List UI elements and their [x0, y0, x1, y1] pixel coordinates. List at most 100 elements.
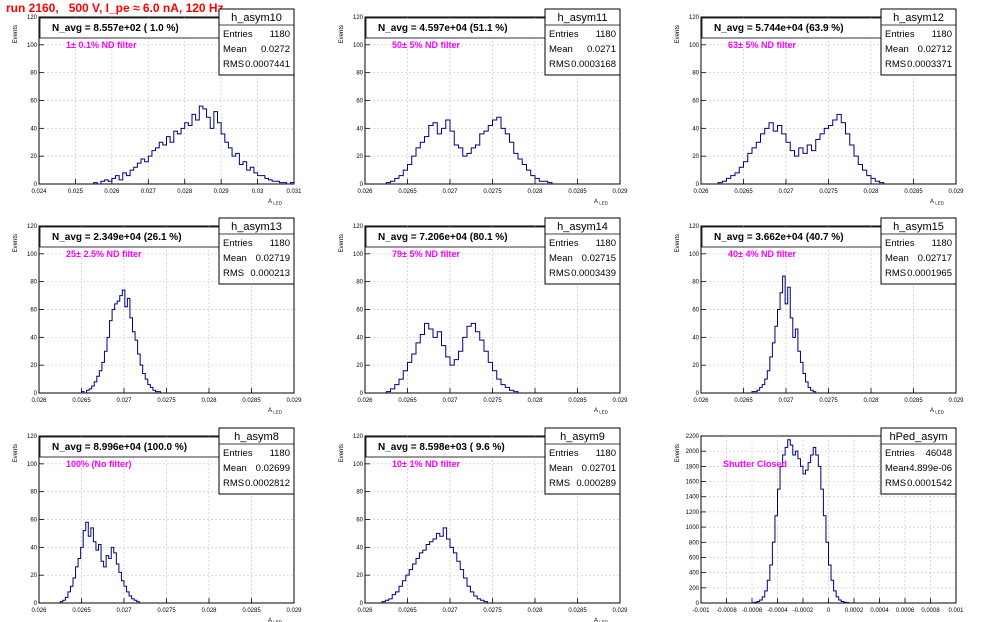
stats-value: 1180 [596, 29, 616, 40]
stats-value: 1180 [596, 238, 616, 249]
y-tick-label: 800 [689, 540, 700, 546]
stats-label: Mean [549, 253, 573, 264]
x-tick-label: 0.024 [31, 189, 47, 195]
y-tick-label: 100 [27, 462, 38, 468]
y-tick-label: 0 [696, 182, 700, 188]
y-tick-label: 0 [360, 391, 364, 397]
x-tick-label: 0.027 [116, 398, 132, 404]
x-tick-label: 0.029 [286, 608, 302, 614]
x-tick-label: 0.0285 [242, 608, 261, 614]
y-tick-label: 20 [30, 363, 37, 369]
histogram-name: h_asym10 [231, 12, 282, 24]
x-tick-label: 0.026 [31, 398, 47, 404]
y-tick-label: 20 [692, 154, 699, 160]
x-tick-label: 0.0004 [870, 608, 889, 614]
y-axis-label: Events [13, 25, 19, 43]
x-tick-label: -0.0002 [793, 608, 814, 614]
x-tick-label: 0.026 [357, 398, 373, 404]
stats-label: RMS [549, 59, 570, 70]
x-axis-label: A LED [594, 408, 609, 415]
y-tick-label: 40 [356, 335, 363, 341]
stats-label: RMS [223, 59, 244, 70]
x-tick-label: 0.028 [863, 189, 879, 195]
histogram-panel: 0.026 0.0265 0.027 0.0275 0.028 0.0285 0.029 0 2… [13, 427, 302, 622]
filter-annotation: 100% (No filter) [66, 459, 132, 469]
stats-box [544, 217, 621, 285]
x-tick-label: 0.0275 [819, 398, 838, 404]
stats-value: 0.02719 [256, 253, 290, 264]
stats-label: RMS [885, 59, 906, 70]
y-tick-label: 2200 [686, 434, 700, 440]
x-tick-label: 0.027 [442, 189, 458, 195]
y-tick-label: 120 [353, 434, 364, 440]
y-tick-label: 20 [356, 573, 363, 579]
y-tick-label: 100 [353, 43, 364, 49]
y-tick-label: 0 [34, 601, 38, 607]
stats-value: 0.0272 [261, 44, 290, 55]
stats-value: 0.02701 [582, 463, 616, 474]
x-tick-label: 0.0002 [845, 608, 864, 614]
x-tick-label: -0.0006 [742, 608, 763, 614]
x-tick-label: 0.027 [116, 608, 132, 614]
stats-value: 1180 [932, 238, 952, 249]
stats-value: 0.0003168 [571, 59, 616, 70]
stats-label: Mean [223, 253, 247, 264]
x-tick-label: 0.0285 [904, 398, 923, 404]
x-tick-label: 0.028 [177, 189, 193, 195]
x-tick-label: 0.001 [948, 608, 964, 614]
histogram-panel: 0.026 0.0265 0.027 0.0275 0.028 0.0285 0.029 0 2… [339, 217, 628, 415]
stats-value: 0.000213 [250, 268, 290, 279]
histogram-panel: 0.026 0.0265 0.027 0.0275 0.028 0.0285 0.029 0 2… [675, 217, 964, 415]
histogram-series [59, 521, 140, 603]
stats-value: 1180 [270, 29, 290, 40]
x-tick-label: 0.0285 [568, 608, 587, 614]
stats-label: RMS [549, 268, 570, 279]
x-tick-label: 0.029 [286, 398, 302, 404]
y-tick-label: 1200 [686, 510, 700, 516]
stats-label: Entries [223, 238, 253, 249]
stats-label: Entries [549, 29, 579, 40]
x-tick-label: 0.026 [31, 608, 47, 614]
stats-value: 0.0003371 [907, 59, 952, 70]
filter-annotation: 40± 4% ND filter [728, 249, 796, 259]
stats-label: RMS [223, 478, 244, 489]
x-tick-label: 0.029 [948, 189, 964, 195]
stats-value: 0.02699 [256, 463, 290, 474]
y-tick-label: 0 [34, 391, 38, 397]
filter-annotation: 63± 5% ND filter [728, 40, 796, 50]
x-tick-label: 0.0275 [157, 608, 176, 614]
y-tick-label: 20 [692, 363, 699, 369]
x-tick-label: 0.0275 [483, 398, 502, 404]
y-axis-label: Events [675, 25, 681, 43]
y-tick-label: 60 [356, 518, 363, 524]
y-tick-label: 80 [356, 280, 363, 286]
y-tick-label: 120 [27, 434, 38, 440]
filter-annotation: 79± 5% ND filter [392, 249, 460, 259]
x-tick-label: 0.026 [357, 608, 373, 614]
x-tick-label: 0.028 [863, 398, 879, 404]
stats-value: 46048 [926, 448, 952, 459]
x-tick-label: 0.0265 [734, 398, 753, 404]
stats-label: Entries [223, 29, 253, 40]
stats-value: 1180 [270, 448, 290, 459]
stats-box [880, 427, 957, 495]
x-tick-label: 0.0006 [896, 608, 915, 614]
x-tick-label: 0.0275 [819, 189, 838, 195]
histogram-series [751, 275, 817, 393]
x-tick-label: 0.029 [214, 189, 230, 195]
x-tick-label: 0.0265 [734, 189, 753, 195]
y-tick-label: 600 [689, 555, 700, 561]
stats-box [218, 8, 295, 76]
stats-value: -4.899e-06 [906, 463, 952, 474]
y-axis-label: Events [13, 444, 19, 462]
x-tick-label: 0.0285 [568, 189, 587, 195]
stats-label: Mean [885, 253, 909, 264]
y-tick-label: 0 [34, 182, 38, 188]
x-tick-label: 0.027 [778, 189, 794, 195]
x-tick-label: 0.028 [527, 398, 543, 404]
stats-label: Entries [549, 448, 579, 459]
x-axis-label: A LED [930, 408, 945, 415]
x-tick-label: 0.028 [201, 398, 217, 404]
filter-annotation: 25± 2.5% ND filter [66, 249, 142, 259]
stats-box [880, 217, 957, 285]
